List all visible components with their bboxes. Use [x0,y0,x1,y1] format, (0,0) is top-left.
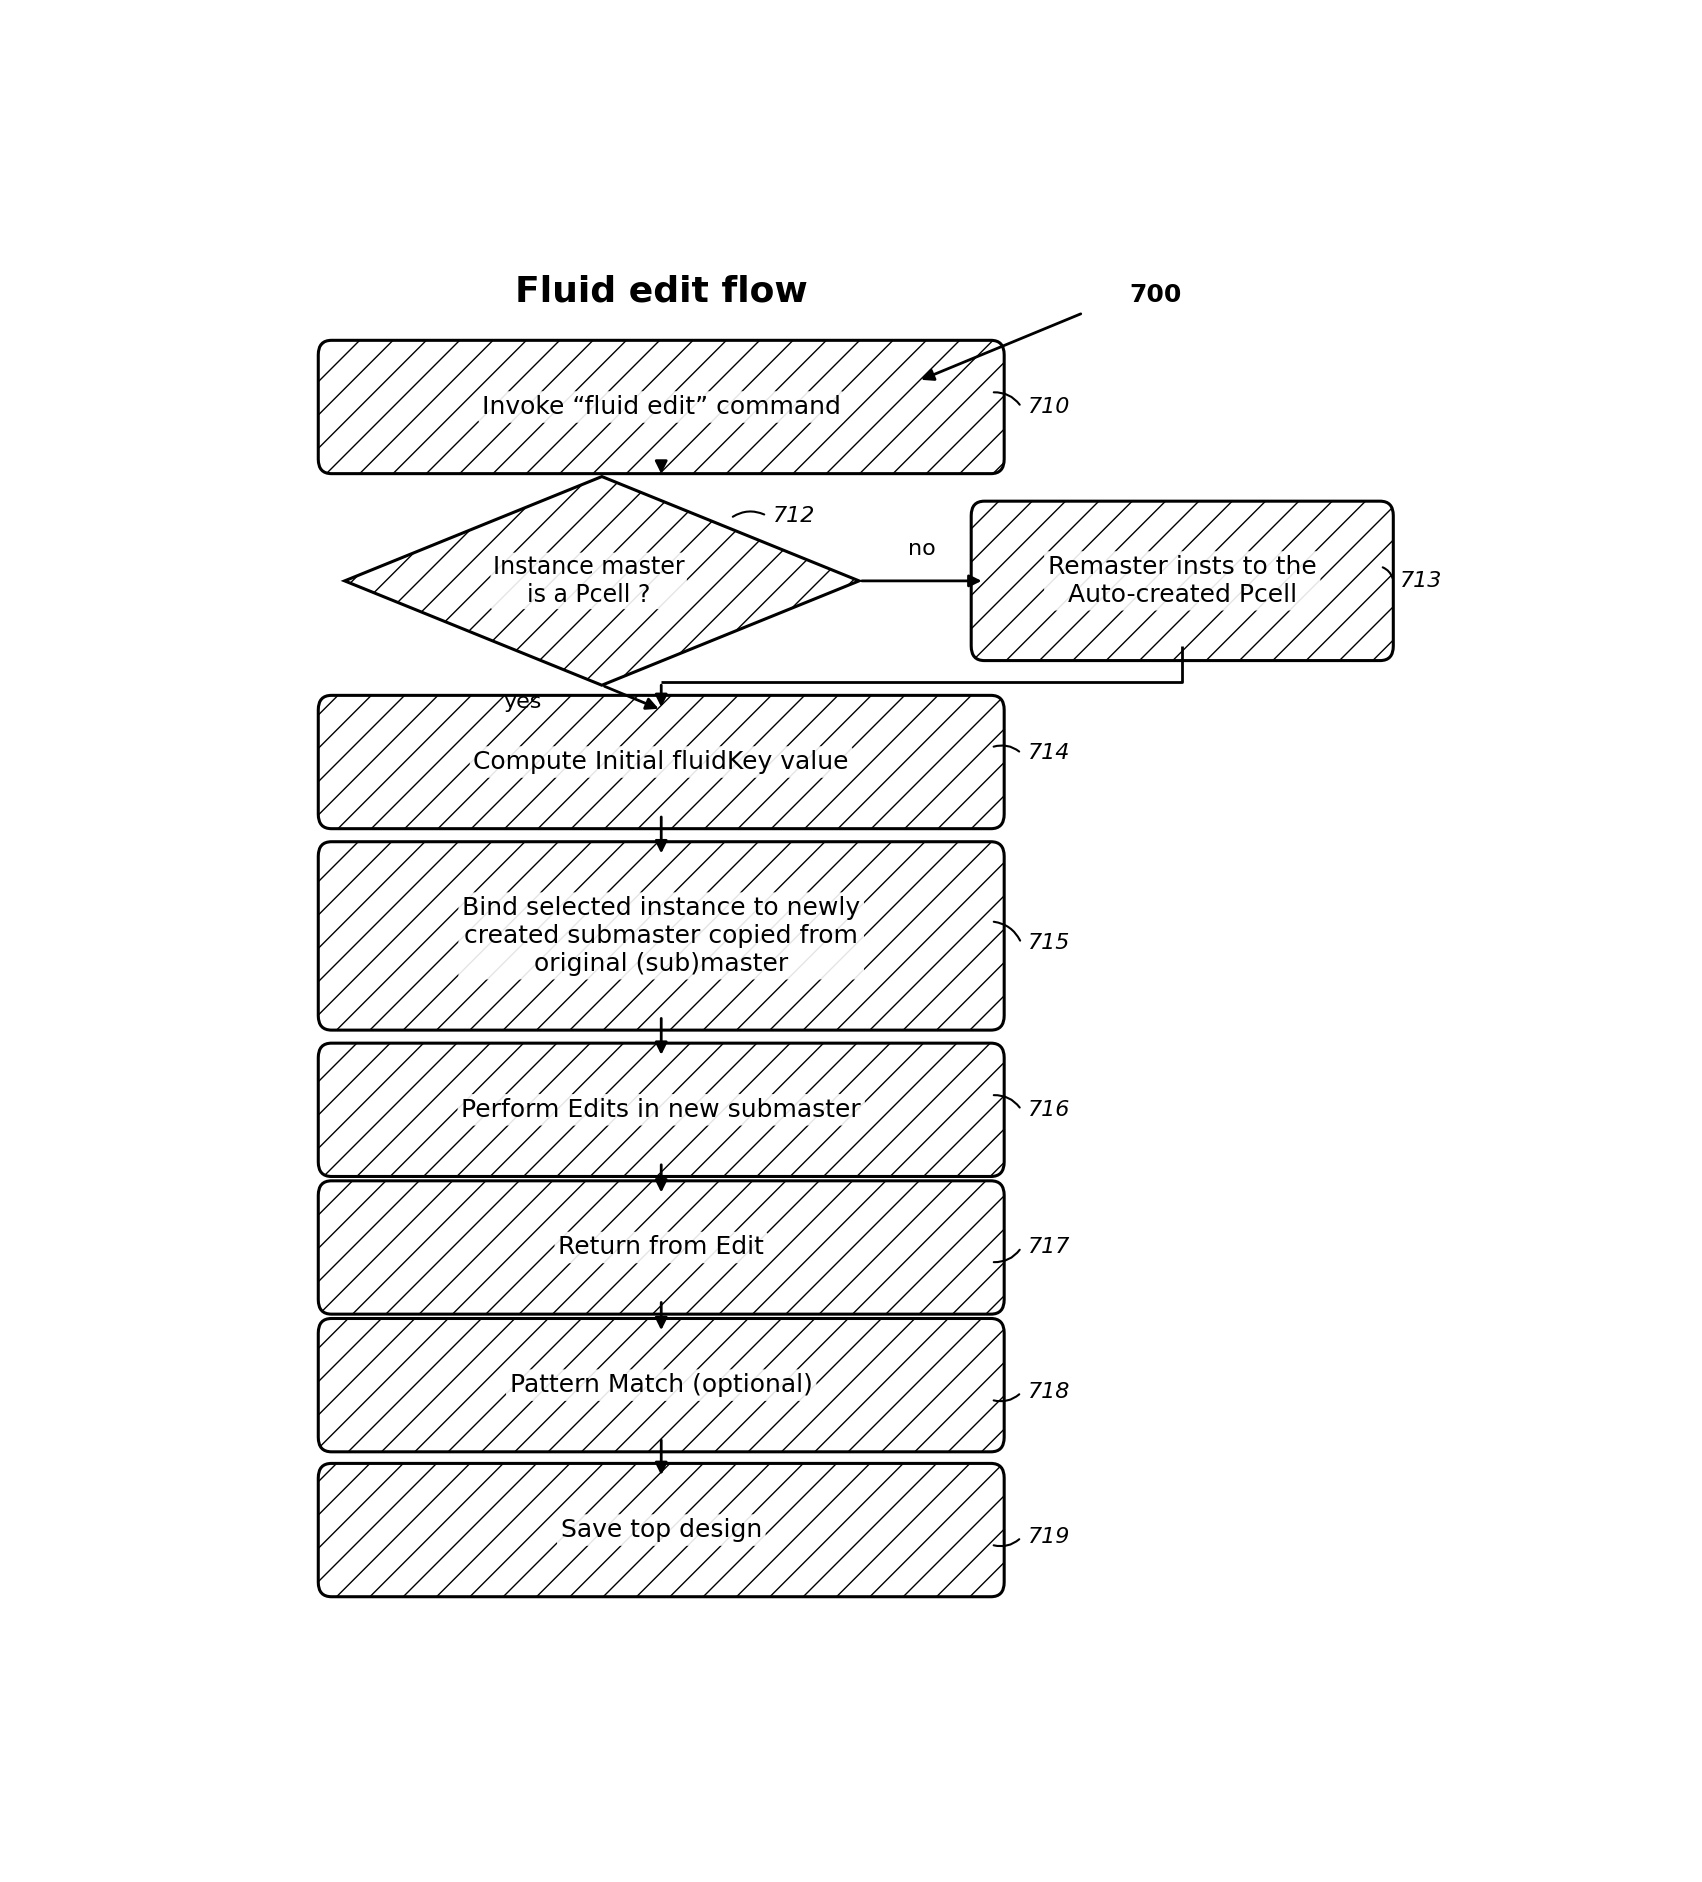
Text: Fluid edit flow: Fluid edit flow [514,275,808,309]
Text: 710: 710 [1028,397,1071,418]
FancyBboxPatch shape [318,1180,1004,1314]
Text: Pattern Match (optional): Pattern Match (optional) [511,1374,812,1396]
Text: 700: 700 [1130,284,1181,307]
Text: 712: 712 [773,506,815,525]
Text: Bind selected instance to newly
created submaster copied from
original (sub)mast: Bind selected instance to newly created … [463,896,860,975]
Text: 717: 717 [1028,1238,1071,1257]
FancyBboxPatch shape [318,1319,1004,1451]
Text: Perform Edits in new submaster: Perform Edits in new submaster [461,1097,861,1122]
FancyBboxPatch shape [318,1043,1004,1176]
Text: 714: 714 [1028,743,1071,764]
Polygon shape [344,476,860,685]
FancyBboxPatch shape [318,841,1004,1029]
Text: Compute Initial fluidKey value: Compute Initial fluidKey value [473,751,849,774]
Text: yes: yes [504,693,541,713]
Text: Instance master
is a Pcell ?: Instance master is a Pcell ? [494,555,684,606]
Text: 716: 716 [1028,1099,1071,1120]
FancyBboxPatch shape [318,1464,1004,1596]
Text: 719: 719 [1028,1528,1071,1547]
FancyBboxPatch shape [318,694,1004,828]
Text: 718: 718 [1028,1383,1071,1402]
Text: Invoke “fluid edit” command: Invoke “fluid edit” command [482,395,841,420]
Text: 713: 713 [1399,570,1442,591]
Text: Save top design: Save top design [560,1519,762,1541]
Text: 715: 715 [1028,933,1071,952]
FancyBboxPatch shape [972,501,1394,661]
Text: Return from Edit: Return from Edit [558,1235,764,1259]
FancyBboxPatch shape [318,341,1004,474]
Text: Remaster insts to the
Auto-created Pcell: Remaster insts to the Auto-created Pcell [1048,555,1317,606]
Text: no: no [907,538,936,559]
